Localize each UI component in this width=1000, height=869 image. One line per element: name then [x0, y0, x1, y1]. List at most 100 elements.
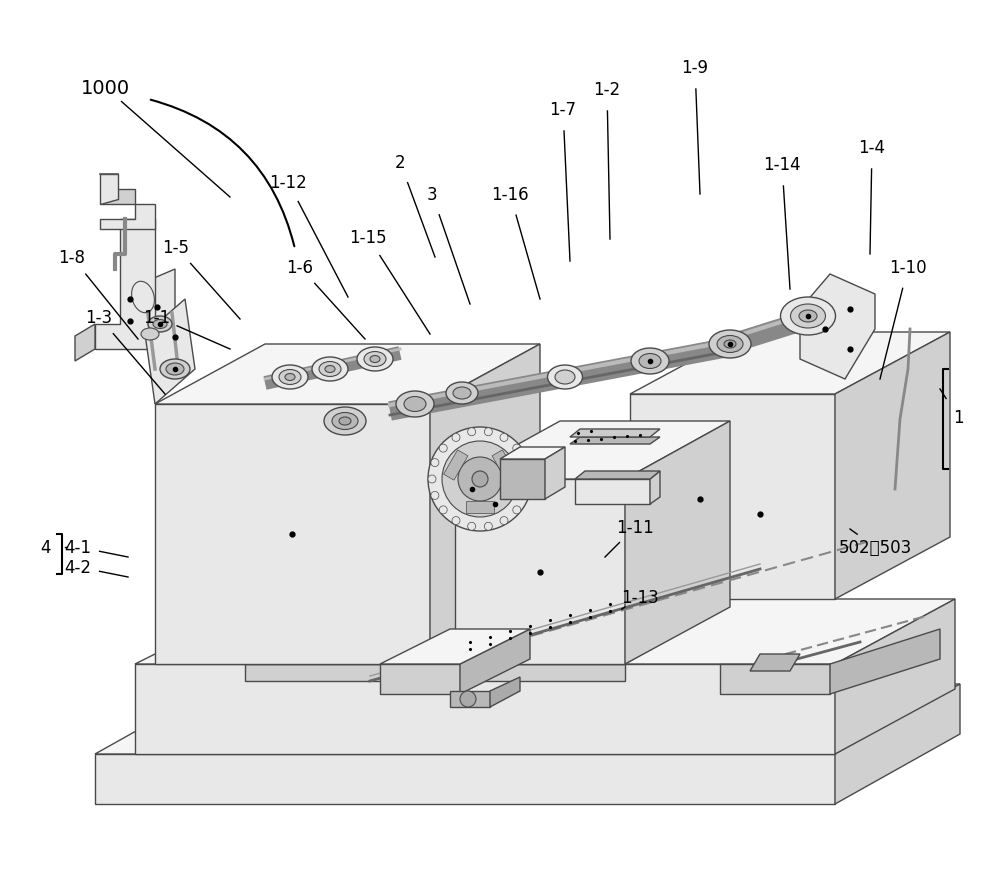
Polygon shape [245, 654, 625, 664]
Polygon shape [835, 684, 960, 804]
Ellipse shape [709, 330, 751, 359]
Polygon shape [75, 325, 95, 362]
Ellipse shape [279, 370, 301, 385]
Polygon shape [500, 460, 545, 500]
Circle shape [521, 459, 529, 467]
Circle shape [439, 445, 447, 453]
Text: 502、503: 502、503 [838, 539, 912, 556]
Text: 1-7: 1-7 [550, 101, 576, 119]
Polygon shape [650, 472, 660, 504]
Bar [492, 450, 516, 481]
Polygon shape [460, 629, 530, 694]
Circle shape [500, 434, 508, 442]
Polygon shape [830, 629, 940, 694]
Ellipse shape [790, 305, 826, 328]
Polygon shape [500, 448, 565, 460]
Polygon shape [100, 189, 135, 205]
Polygon shape [720, 664, 830, 694]
Polygon shape [450, 691, 490, 707]
Ellipse shape [319, 362, 341, 377]
Ellipse shape [548, 366, 582, 389]
Circle shape [468, 522, 476, 531]
Circle shape [431, 492, 439, 500]
Polygon shape [380, 664, 460, 694]
Polygon shape [625, 421, 730, 664]
Ellipse shape [396, 392, 434, 417]
Polygon shape [155, 345, 540, 405]
Ellipse shape [141, 328, 159, 341]
Circle shape [500, 517, 508, 525]
Polygon shape [570, 429, 660, 437]
Circle shape [439, 507, 447, 514]
Ellipse shape [166, 363, 184, 375]
Bar [466, 501, 494, 514]
Ellipse shape [639, 354, 661, 369]
Ellipse shape [312, 357, 348, 381]
Polygon shape [750, 654, 800, 671]
Ellipse shape [780, 298, 836, 335]
Text: 1-15: 1-15 [349, 229, 387, 247]
Polygon shape [835, 600, 955, 754]
Polygon shape [135, 600, 955, 664]
Text: 1-13: 1-13 [621, 588, 659, 607]
Ellipse shape [364, 352, 386, 367]
Polygon shape [100, 175, 118, 205]
Polygon shape [245, 664, 625, 681]
Circle shape [472, 472, 488, 488]
Text: 1-5: 1-5 [163, 239, 190, 256]
Polygon shape [95, 684, 960, 754]
Polygon shape [575, 472, 660, 480]
Polygon shape [135, 664, 835, 754]
Text: 1-4: 1-4 [858, 139, 886, 156]
Circle shape [431, 459, 439, 467]
Text: 1-12: 1-12 [269, 174, 307, 192]
Text: 1-14: 1-14 [763, 156, 801, 174]
Circle shape [521, 492, 529, 500]
Polygon shape [630, 333, 950, 395]
Polygon shape [430, 345, 540, 664]
Ellipse shape [370, 356, 380, 363]
Ellipse shape [446, 382, 478, 405]
Polygon shape [835, 333, 950, 600]
Circle shape [442, 441, 518, 517]
Text: 1-6: 1-6 [287, 259, 314, 276]
Circle shape [428, 475, 436, 483]
Text: 2: 2 [395, 154, 405, 172]
Ellipse shape [799, 310, 817, 322]
Text: 4-2: 4-2 [65, 559, 92, 576]
Polygon shape [145, 300, 195, 405]
Text: 3: 3 [427, 186, 437, 203]
Circle shape [484, 428, 492, 436]
Circle shape [484, 522, 492, 531]
Ellipse shape [324, 408, 366, 435]
Ellipse shape [332, 413, 358, 430]
Ellipse shape [285, 374, 295, 381]
Ellipse shape [631, 348, 669, 375]
Polygon shape [490, 677, 520, 707]
Ellipse shape [453, 388, 471, 400]
Ellipse shape [717, 336, 743, 353]
Polygon shape [570, 437, 660, 444]
Ellipse shape [153, 320, 167, 329]
Text: 1-8: 1-8 [59, 249, 86, 267]
Text: 4-1: 4-1 [65, 539, 92, 556]
Ellipse shape [148, 316, 172, 333]
Circle shape [458, 457, 502, 501]
Text: 4: 4 [40, 539, 50, 556]
Text: 1: 1 [953, 408, 963, 427]
Circle shape [513, 445, 521, 453]
Polygon shape [455, 480, 625, 664]
Polygon shape [95, 220, 155, 349]
Text: 1-3: 1-3 [85, 308, 113, 327]
Ellipse shape [339, 417, 351, 426]
Circle shape [452, 517, 460, 525]
Ellipse shape [160, 360, 190, 380]
Polygon shape [245, 604, 730, 664]
Ellipse shape [404, 397, 426, 412]
Ellipse shape [724, 341, 736, 348]
Text: 1000: 1000 [80, 78, 130, 97]
Circle shape [460, 691, 476, 707]
Polygon shape [380, 629, 530, 664]
Polygon shape [800, 275, 875, 380]
Text: 1-11: 1-11 [616, 519, 654, 536]
